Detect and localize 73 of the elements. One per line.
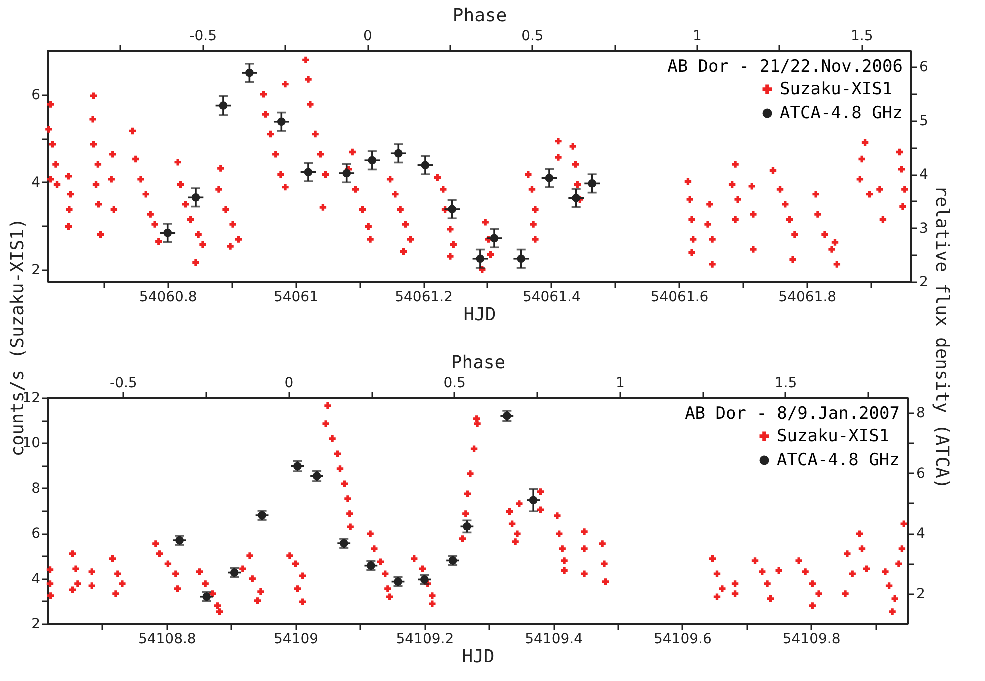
point bbox=[588, 180, 597, 188]
point bbox=[463, 522, 472, 531]
x-tick-label: 54108.8 bbox=[138, 632, 196, 648]
x2-tick-label: 0 bbox=[364, 28, 372, 44]
x-tick-label: 54109.6 bbox=[654, 632, 712, 648]
x-tick-label: 54060.8 bbox=[139, 290, 198, 306]
point bbox=[192, 193, 200, 202]
x-tick-label: 54109.8 bbox=[782, 632, 841, 648]
point bbox=[312, 472, 322, 481]
x2-axis-title: Phase bbox=[452, 6, 508, 26]
point bbox=[246, 68, 254, 78]
y2-tick-label: 4 bbox=[916, 526, 926, 542]
x-tick-label: 54109.4 bbox=[525, 632, 584, 648]
y2-tick-label: 2 bbox=[916, 586, 926, 602]
x-axis-title: HJD bbox=[462, 646, 495, 668]
point bbox=[164, 228, 172, 238]
y-tick-label: 6 bbox=[32, 526, 41, 542]
point bbox=[304, 168, 313, 177]
y-tick-label: 12 bbox=[22, 390, 40, 406]
y2-tick-label: 6 bbox=[920, 60, 928, 76]
x2-tick-label: 0.5 bbox=[444, 376, 466, 392]
point bbox=[368, 156, 377, 165]
point bbox=[545, 174, 554, 182]
y-tick-label: 4 bbox=[32, 571, 41, 588]
point bbox=[294, 462, 302, 471]
y-tick-label: 2 bbox=[32, 262, 40, 279]
y2-axis-title: relative flux density (ATCA) bbox=[931, 186, 952, 490]
x2-tick-label: 1 bbox=[616, 376, 625, 392]
y-tick-label: 10 bbox=[22, 436, 40, 452]
x-tick-label: 54061.8 bbox=[778, 290, 837, 306]
point bbox=[421, 161, 430, 170]
x-tick-label: 54061.4 bbox=[522, 290, 581, 306]
point bbox=[394, 149, 403, 158]
x-tick-label: 54061 bbox=[274, 290, 318, 306]
y-tick-label: 4 bbox=[32, 175, 41, 191]
x2-tick-label: 1 bbox=[692, 28, 702, 44]
x-tick-label: 54109 bbox=[274, 632, 319, 648]
point bbox=[529, 496, 538, 505]
y-tick-label: 2 bbox=[32, 616, 40, 632]
point bbox=[219, 102, 228, 110]
point bbox=[448, 205, 457, 214]
point bbox=[572, 194, 581, 202]
x2-axis-title: Phase bbox=[451, 352, 506, 374]
y2-tick-label: 8 bbox=[916, 406, 926, 422]
x2-tick-label: -0.5 bbox=[190, 28, 217, 44]
y2-tick-label: 4 bbox=[920, 167, 928, 184]
y2-tick-label: 2 bbox=[920, 274, 928, 290]
x2-tick-label: 1.5 bbox=[774, 376, 798, 392]
point bbox=[502, 412, 512, 420]
x2-tick-label: 0 bbox=[284, 376, 294, 392]
legend-title: AB Dor - 21/22.Nov.2006 bbox=[668, 57, 903, 77]
point bbox=[342, 169, 352, 178]
point bbox=[517, 254, 526, 264]
y-tick-label: 6 bbox=[32, 87, 41, 104]
y-tick-label: 8 bbox=[32, 480, 40, 497]
x-tick-label: 54061.6 bbox=[650, 290, 709, 306]
point bbox=[277, 118, 286, 126]
legend-label: ATCA-4.8 GHz bbox=[777, 450, 900, 470]
legend-label: Suzaku-XIS1 bbox=[777, 426, 890, 446]
x2-tick-label: 1.5 bbox=[850, 28, 874, 44]
legend-label: ATCA-4.8 GHz bbox=[780, 104, 903, 124]
x2-tick-label: -0.5 bbox=[110, 376, 138, 392]
x-tick-label: 54109.2 bbox=[396, 632, 454, 648]
x-tick-label: 54061.2 bbox=[395, 290, 454, 306]
legend-title: AB Dor - 8/9.Jan.2007 bbox=[685, 404, 900, 424]
y2-tick-label: 3 bbox=[920, 220, 928, 237]
point bbox=[490, 234, 499, 243]
x-axis-title: HJD bbox=[464, 304, 496, 326]
y2-tick-label: 6 bbox=[916, 466, 926, 482]
point bbox=[476, 254, 485, 264]
y2-tick-label: 5 bbox=[920, 113, 928, 130]
x2-tick-label: 0.5 bbox=[522, 28, 544, 44]
legend-label: Suzaku-XIS1 bbox=[780, 80, 893, 100]
